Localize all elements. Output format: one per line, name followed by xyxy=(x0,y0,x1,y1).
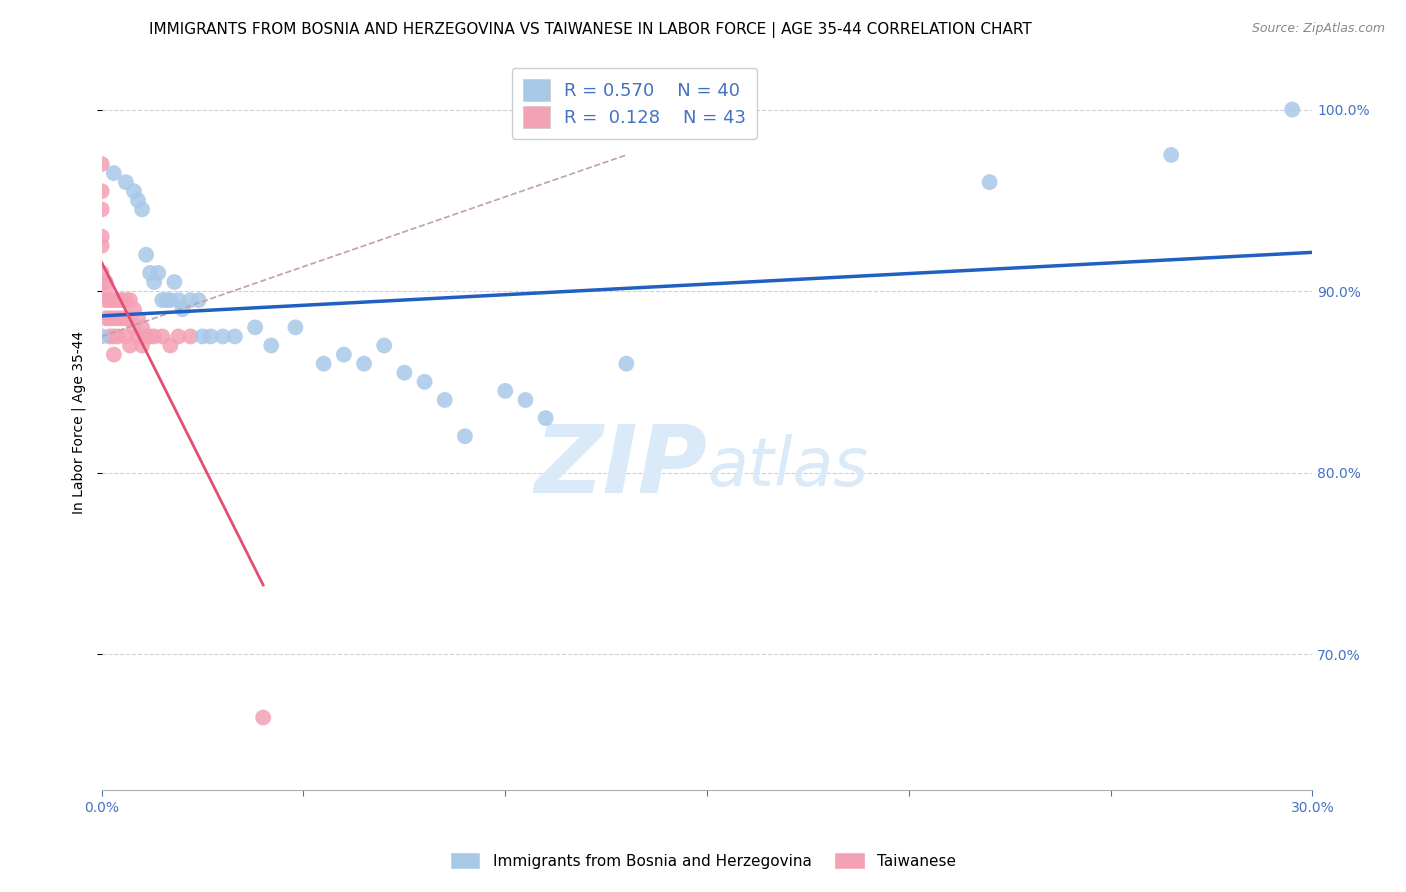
Text: IMMIGRANTS FROM BOSNIA AND HERZEGOVINA VS TAIWANESE IN LABOR FORCE | AGE 35-44 C: IMMIGRANTS FROM BOSNIA AND HERZEGOVINA V… xyxy=(149,22,1032,38)
Point xyxy=(90,266,112,280)
Point xyxy=(115,293,138,307)
Point xyxy=(534,411,557,425)
Text: ZIP: ZIP xyxy=(534,421,707,513)
Legend: R = 0.570    N = 40, R =  0.128    N = 43: R = 0.570 N = 40, R = 0.128 N = 43 xyxy=(512,68,756,139)
Point xyxy=(979,175,1001,189)
Point xyxy=(111,293,134,307)
Point xyxy=(155,293,177,307)
Point xyxy=(122,184,145,198)
Point xyxy=(143,329,166,343)
Point xyxy=(122,320,145,334)
Y-axis label: In Labor Force | Age 35-44: In Labor Force | Age 35-44 xyxy=(72,331,86,514)
Point xyxy=(1160,148,1182,162)
Point xyxy=(167,293,190,307)
Point xyxy=(143,275,166,289)
Point xyxy=(159,293,181,307)
Point xyxy=(90,238,112,252)
Point xyxy=(179,293,201,307)
Point xyxy=(103,311,125,326)
Point xyxy=(90,329,112,343)
Point xyxy=(90,157,112,171)
Point xyxy=(90,202,112,217)
Text: Source: ZipAtlas.com: Source: ZipAtlas.com xyxy=(1251,22,1385,36)
Point xyxy=(494,384,516,398)
Point xyxy=(454,429,477,443)
Point xyxy=(115,311,138,326)
Point xyxy=(94,293,117,307)
Point xyxy=(252,710,274,724)
Point xyxy=(103,166,125,180)
Point xyxy=(373,338,395,352)
Point xyxy=(115,175,138,189)
Point xyxy=(127,194,149,208)
Point xyxy=(94,275,117,289)
Point xyxy=(111,311,134,326)
Point xyxy=(224,329,246,343)
Point xyxy=(433,392,456,407)
Point xyxy=(98,311,121,326)
Point xyxy=(127,329,149,343)
Point xyxy=(150,329,173,343)
Point xyxy=(118,293,141,307)
Point xyxy=(211,329,233,343)
Point xyxy=(127,311,149,326)
Point xyxy=(118,338,141,352)
Point xyxy=(103,348,125,362)
Point xyxy=(515,392,537,407)
Point xyxy=(118,311,141,326)
Point xyxy=(333,348,356,362)
Point xyxy=(103,293,125,307)
Point xyxy=(122,302,145,317)
Point xyxy=(107,311,129,326)
Point xyxy=(148,266,170,280)
Text: atlas: atlas xyxy=(707,434,868,500)
Point xyxy=(98,329,121,343)
Point xyxy=(135,248,157,262)
Point xyxy=(103,329,125,343)
Point xyxy=(139,266,162,280)
Point xyxy=(131,320,153,334)
Point xyxy=(191,329,214,343)
Point xyxy=(312,357,335,371)
Point xyxy=(98,293,121,307)
Point xyxy=(135,329,157,343)
Point xyxy=(139,329,162,343)
Point xyxy=(150,293,173,307)
Legend: Immigrants from Bosnia and Herzegovina, Taiwanese: Immigrants from Bosnia and Herzegovina, … xyxy=(444,846,962,875)
Point xyxy=(614,357,637,371)
Point xyxy=(172,302,194,317)
Point xyxy=(107,293,129,307)
Point xyxy=(179,329,201,343)
Point xyxy=(94,284,117,298)
Point xyxy=(107,329,129,343)
Point xyxy=(167,329,190,343)
Point xyxy=(187,293,209,307)
Point xyxy=(90,229,112,244)
Point xyxy=(131,338,153,352)
Point xyxy=(115,329,138,343)
Point xyxy=(94,311,117,326)
Point xyxy=(200,329,222,343)
Point xyxy=(243,320,266,334)
Point xyxy=(284,320,307,334)
Point xyxy=(131,202,153,217)
Point xyxy=(413,375,436,389)
Point xyxy=(90,184,112,198)
Point xyxy=(260,338,283,352)
Point xyxy=(159,338,181,352)
Point xyxy=(394,366,416,380)
Point xyxy=(163,275,186,289)
Point xyxy=(1281,103,1303,117)
Point xyxy=(90,275,112,289)
Point xyxy=(353,357,375,371)
